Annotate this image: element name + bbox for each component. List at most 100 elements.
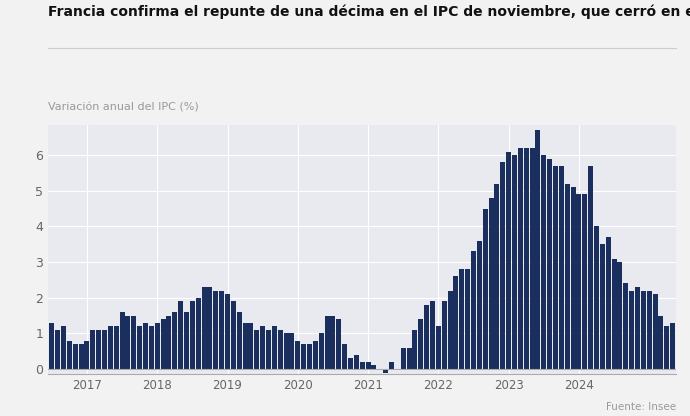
Bar [84, 341, 90, 369]
Bar [302, 344, 306, 369]
Bar [231, 301, 236, 369]
Bar [618, 262, 622, 369]
Bar [313, 341, 318, 369]
Text: Variación anual del IPC (%): Variación anual del IPC (%) [48, 102, 199, 112]
Bar [406, 348, 412, 369]
Bar [126, 316, 130, 369]
Bar [658, 316, 664, 369]
Bar [67, 341, 72, 369]
Bar [460, 269, 464, 369]
Bar [483, 208, 488, 369]
Bar [137, 326, 142, 369]
Bar [237, 312, 241, 369]
Bar [331, 316, 335, 369]
Bar [295, 341, 300, 369]
Bar [664, 326, 669, 369]
Bar [647, 291, 652, 369]
Bar [143, 323, 148, 369]
Bar [512, 155, 517, 369]
Bar [248, 323, 253, 369]
Bar [518, 148, 523, 369]
Bar [119, 312, 125, 369]
Bar [359, 362, 365, 369]
Bar [225, 294, 230, 369]
Bar [571, 187, 575, 369]
Bar [155, 323, 159, 369]
Bar [477, 241, 482, 369]
Bar [641, 291, 646, 369]
Bar [354, 355, 359, 369]
Text: Francia confirma el repunte de una décima en el IPC de noviembre, que cerró en e: Francia confirma el repunte de una décim… [48, 4, 690, 19]
Bar [72, 344, 78, 369]
Bar [307, 344, 312, 369]
Bar [290, 333, 295, 369]
Bar [547, 158, 552, 369]
Bar [184, 312, 189, 369]
Bar [611, 258, 617, 369]
Bar [196, 298, 201, 369]
Bar [600, 244, 605, 369]
Bar [635, 287, 640, 369]
Bar [55, 330, 60, 369]
Bar [430, 301, 435, 369]
Bar [114, 326, 119, 369]
Bar [260, 326, 265, 369]
Bar [319, 333, 324, 369]
Bar [524, 148, 529, 369]
Bar [559, 166, 564, 369]
Bar [389, 362, 394, 369]
Bar [255, 330, 259, 369]
Bar [266, 330, 271, 369]
Bar [465, 269, 470, 369]
Text: Fuente: Insee: Fuente: Insee [606, 402, 676, 412]
Bar [190, 301, 195, 369]
Bar [471, 251, 476, 369]
Bar [413, 330, 417, 369]
Bar [670, 323, 676, 369]
Bar [535, 130, 540, 369]
Bar [219, 291, 224, 369]
Bar [172, 312, 177, 369]
Bar [436, 326, 441, 369]
Bar [149, 326, 154, 369]
Bar [418, 319, 423, 369]
Bar [623, 283, 629, 369]
Bar [424, 305, 429, 369]
Bar [102, 330, 107, 369]
Bar [213, 291, 218, 369]
Bar [383, 369, 388, 373]
Bar [588, 166, 593, 369]
Bar [500, 162, 505, 369]
Bar [565, 183, 570, 369]
Bar [49, 323, 55, 369]
Bar [336, 319, 342, 369]
Bar [506, 151, 511, 369]
Bar [284, 333, 288, 369]
Bar [278, 330, 283, 369]
Bar [108, 326, 113, 369]
Bar [166, 316, 171, 369]
Bar [201, 287, 206, 369]
Bar [243, 323, 248, 369]
Bar [594, 226, 599, 369]
Bar [342, 344, 347, 369]
Bar [178, 301, 183, 369]
Bar [366, 362, 371, 369]
Bar [401, 348, 406, 369]
Bar [530, 148, 535, 369]
Bar [576, 194, 582, 369]
Bar [453, 276, 458, 369]
Bar [90, 330, 95, 369]
Bar [371, 366, 377, 369]
Bar [131, 316, 137, 369]
Bar [96, 330, 101, 369]
Bar [553, 166, 558, 369]
Bar [79, 344, 83, 369]
Bar [606, 237, 611, 369]
Bar [448, 291, 453, 369]
Bar [161, 319, 166, 369]
Bar [653, 294, 658, 369]
Bar [442, 301, 446, 369]
Bar [629, 291, 634, 369]
Bar [272, 326, 277, 369]
